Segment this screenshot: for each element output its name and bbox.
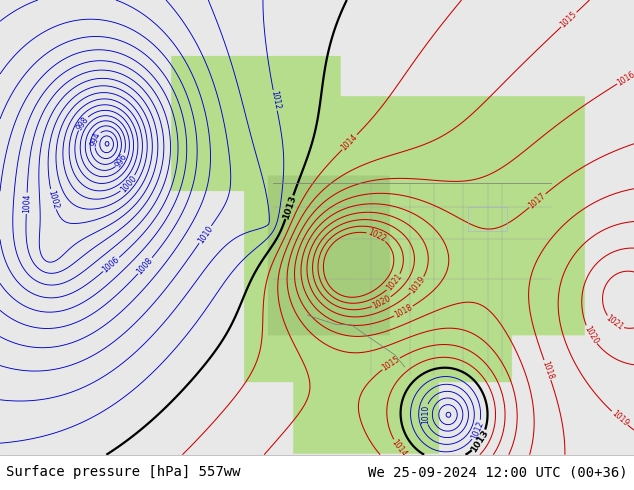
Text: 1022: 1022	[366, 228, 387, 244]
Text: 1020: 1020	[371, 294, 392, 311]
Text: 1004: 1004	[22, 194, 32, 213]
Text: 1013: 1013	[469, 428, 491, 454]
Text: 1014: 1014	[340, 132, 359, 152]
Text: 1000: 1000	[119, 173, 138, 194]
Text: 1021: 1021	[604, 314, 625, 332]
Text: 1002: 1002	[46, 189, 60, 210]
Text: 1018: 1018	[393, 303, 414, 320]
Text: 1014: 1014	[390, 438, 409, 459]
Text: Surface pressure [hPa] 557ww: Surface pressure [hPa] 557ww	[6, 466, 241, 479]
Text: 1020: 1020	[582, 324, 600, 345]
Text: 1021: 1021	[384, 272, 404, 293]
Text: 1010: 1010	[196, 224, 214, 245]
Text: 996: 996	[113, 152, 129, 169]
Text: 998: 998	[75, 115, 91, 132]
Text: 1015: 1015	[380, 355, 401, 373]
Text: 1015: 1015	[559, 10, 579, 29]
Text: 1019: 1019	[408, 275, 427, 295]
Text: 1019: 1019	[609, 409, 630, 428]
Text: 1010: 1010	[422, 405, 430, 424]
Text: 1016: 1016	[616, 69, 634, 87]
Text: 1006: 1006	[101, 255, 122, 274]
Text: We 25-09-2024 12:00 UTC (00+36): We 25-09-2024 12:00 UTC (00+36)	[368, 466, 628, 479]
Text: 994: 994	[89, 131, 103, 148]
Text: 1017: 1017	[527, 191, 548, 210]
Text: 1012: 1012	[269, 90, 281, 111]
Text: 1013: 1013	[281, 194, 297, 221]
Text: 1012: 1012	[470, 419, 486, 441]
Text: 1018: 1018	[540, 360, 555, 381]
Text: 1008: 1008	[136, 256, 155, 276]
